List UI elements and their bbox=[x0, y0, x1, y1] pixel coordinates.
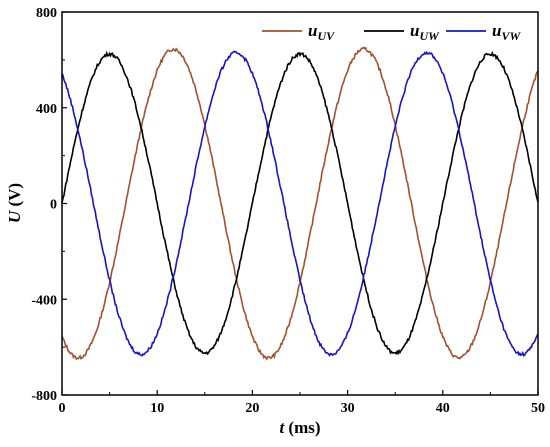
x-axis-unit: ms bbox=[294, 418, 315, 437]
y-tick-label: -400 bbox=[31, 293, 57, 308]
series-line-vw bbox=[61, 50, 539, 357]
x-tick-label: 0 bbox=[59, 401, 66, 416]
y-axis-unit: V bbox=[5, 188, 24, 201]
y-tick-label: 800 bbox=[36, 6, 57, 21]
legend-item-uv: uUV bbox=[262, 21, 335, 43]
legend-item-vw: uVW bbox=[446, 21, 521, 43]
series-layer bbox=[61, 46, 539, 361]
x-tick-label: 10 bbox=[150, 401, 164, 416]
y-tick-label: -800 bbox=[31, 389, 57, 404]
x-axis-title: t (ms) bbox=[279, 418, 320, 437]
y-axis-variable: U bbox=[5, 210, 24, 223]
x-tick-label: 20 bbox=[245, 401, 259, 416]
x-tick-label: 40 bbox=[436, 401, 450, 416]
plot-frame bbox=[61, 11, 539, 396]
y-axis-title: U (V) bbox=[5, 183, 24, 223]
y-tick-label: 0 bbox=[50, 198, 57, 213]
legend-label: uUV bbox=[308, 21, 335, 43]
x-axis-variable: t bbox=[279, 418, 285, 437]
legend: uUV uUW uVW bbox=[262, 21, 521, 43]
ticks-layer: 0 10 20 30 40 50 800 400 0 -400 -800 bbox=[31, 6, 545, 416]
x-tick-label: 50 bbox=[531, 401, 545, 416]
y-tick-label: 400 bbox=[36, 102, 57, 117]
legend-label: uUW bbox=[410, 21, 440, 43]
legend-label: uVW bbox=[492, 21, 521, 43]
x-tick-label: 30 bbox=[341, 401, 355, 416]
legend-item-uw: uUW bbox=[364, 21, 440, 43]
series-line-uw bbox=[61, 50, 539, 356]
